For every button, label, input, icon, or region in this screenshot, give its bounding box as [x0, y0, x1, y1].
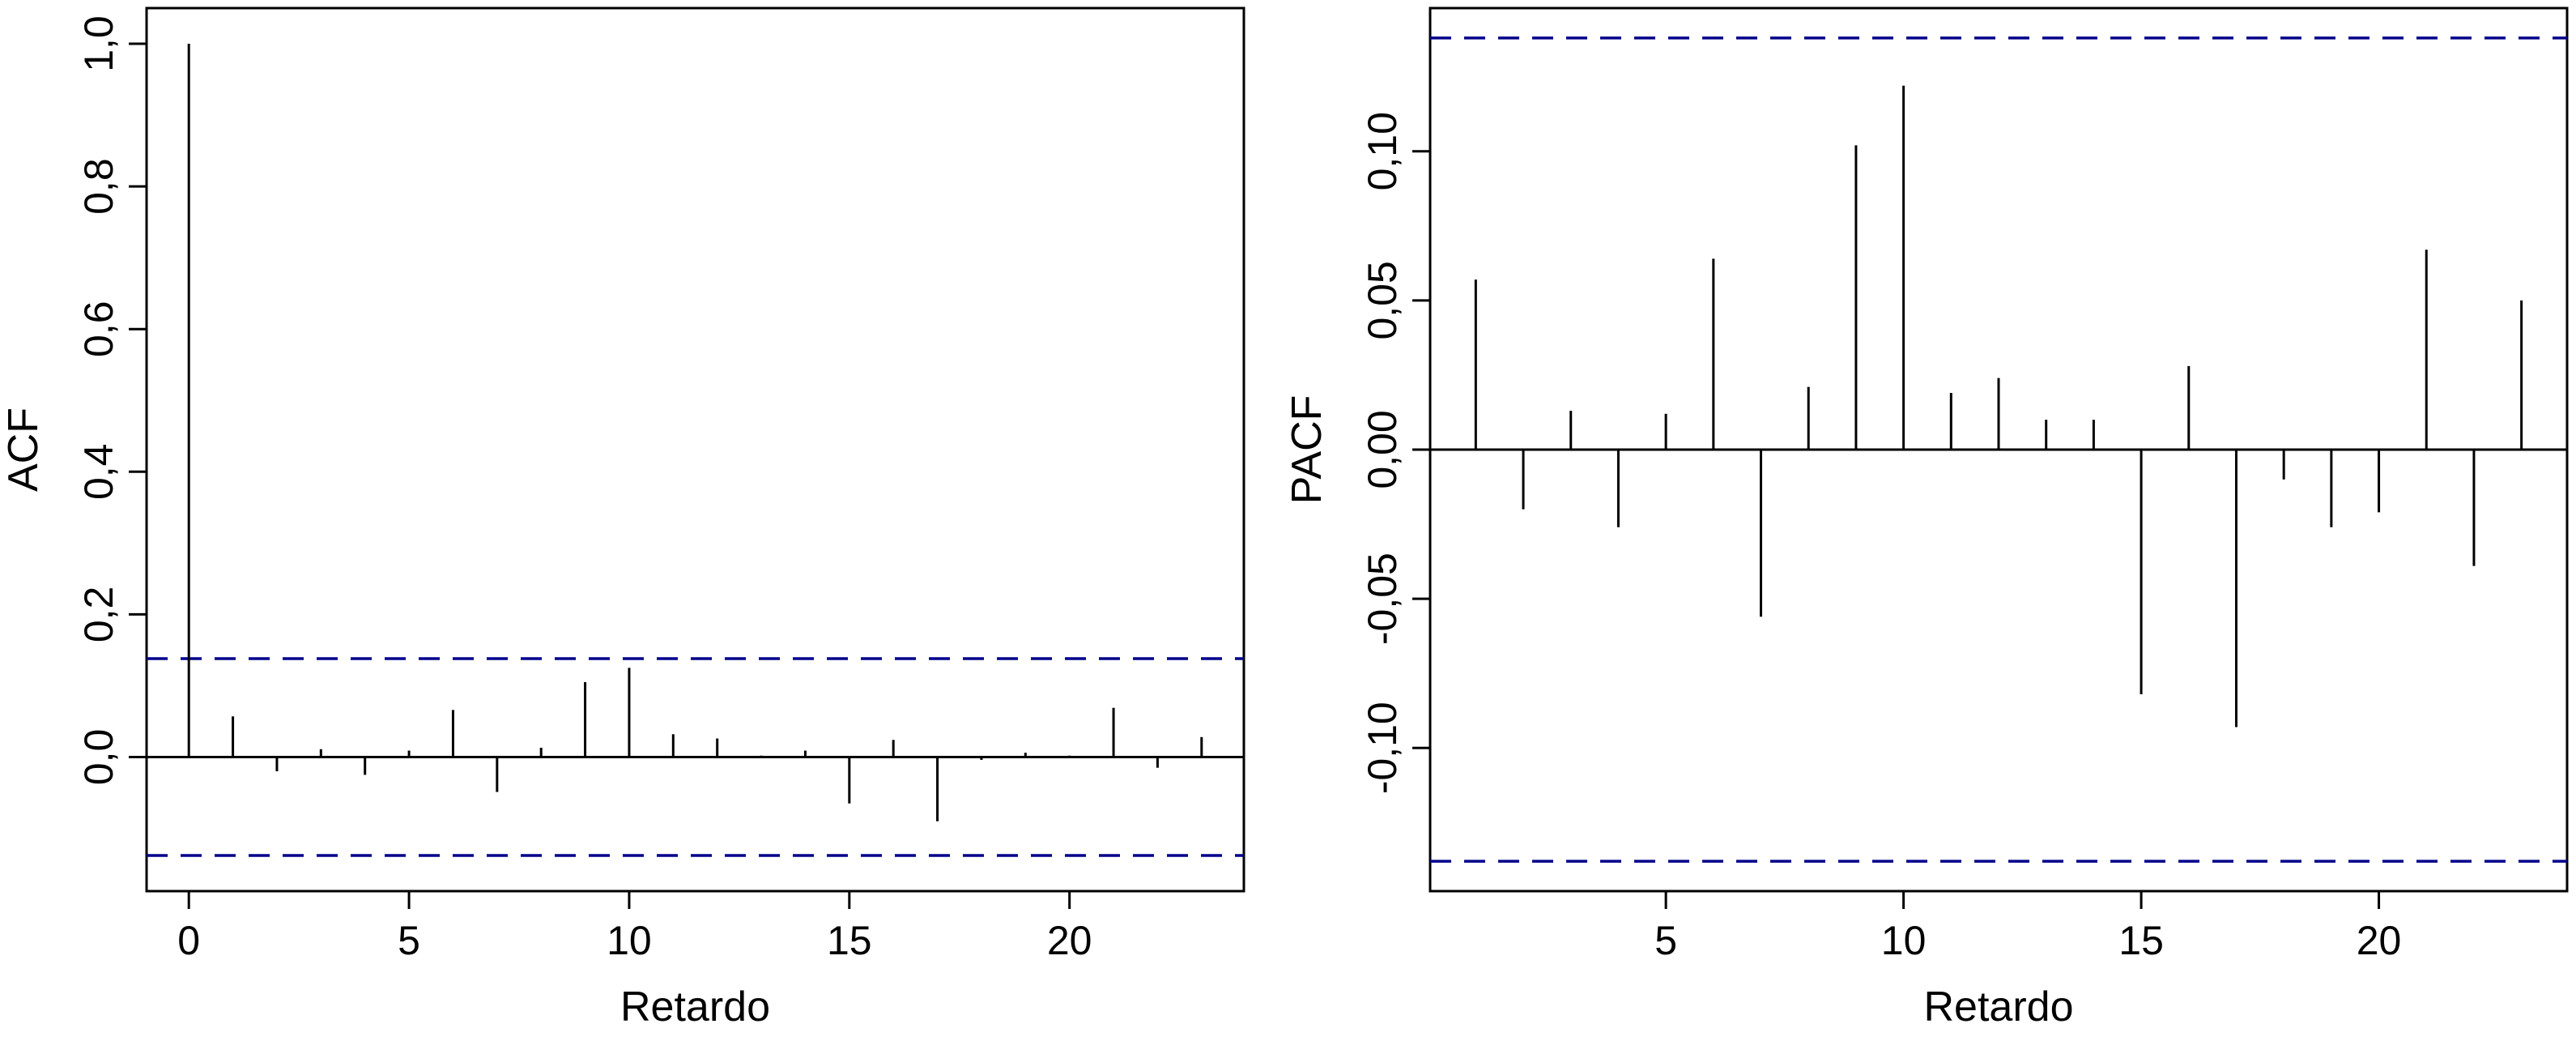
- pacf-y-tick-label: 0,05: [1360, 261, 1405, 339]
- pacf-x-axis-title: Retardo: [1924, 983, 2074, 1030]
- pacf-y-tick-label: 0,10: [1360, 112, 1405, 190]
- pacf-panel: 5 10 15 20 -0,10 -0,05 0,00 0,05 0,10 Retardo PACF: [1284, 6, 2569, 1030]
- acf-y-tick-label: 0,8: [76, 158, 121, 215]
- acf-y-tick-label: 0,0: [76, 729, 121, 786]
- pacf-x-tick-label: 10: [1881, 918, 1927, 963]
- pacf-y-axis-title: PACF: [1284, 395, 1331, 505]
- pacf-y-tick-label: -0,10: [1360, 702, 1405, 794]
- acf-x-tick-label: 0: [177, 918, 200, 963]
- acf-panel: 0 5 10 15 20 0,0 0,2 0,4 0,6 0,8 1,0 Retardo ACF: [0, 6, 1245, 1030]
- pacf-x-tick-label: 15: [2118, 918, 2164, 963]
- acf-x-tick-label: 5: [398, 918, 420, 963]
- acf-x-tick-label: 20: [1047, 918, 1092, 963]
- acf-y-tick-label: 1,0: [76, 15, 121, 72]
- acf-y-tick-label: 0,4: [76, 444, 121, 501]
- acf-x-tick-label: 15: [827, 918, 872, 963]
- acf-y-tick-label: 0,2: [76, 587, 121, 643]
- acf-x-axis-title: Retardo: [620, 983, 770, 1030]
- acf-x-tick-label: 10: [607, 918, 652, 963]
- acf-y-tick-label: 0,6: [76, 301, 121, 357]
- pacf-x-tick-label: 20: [2357, 918, 2402, 963]
- pacf-x-tick-label: 5: [1654, 918, 1677, 963]
- pacf-y-tick-label: -0,05: [1360, 552, 1405, 645]
- pacf-y-tick-label: 0,00: [1360, 410, 1405, 489]
- acf-y-axis-title: ACF: [0, 407, 47, 492]
- acf-plot-frame: [145, 6, 1245, 893]
